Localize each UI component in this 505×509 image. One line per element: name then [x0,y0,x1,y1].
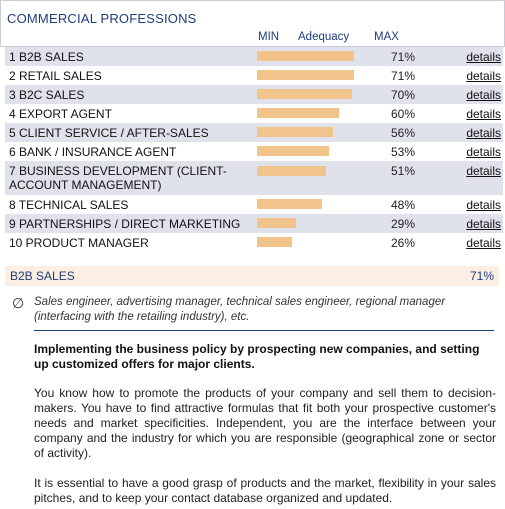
profession-description-2: It is essential to have a good grasp of … [34,476,496,505]
adequacy-percent: 71% [390,50,415,64]
professions-list: 1 B2B SALES 71% details 2 RETAIL SALES 7… [5,47,503,252]
details-link[interactable]: details [466,236,501,250]
profession-summary: Implementing the business policy by pros… [34,342,480,371]
details-link[interactable]: details [466,198,501,212]
column-header-adequacy: Adequacy [298,31,350,43]
divider [34,330,494,331]
profession-row: 3 B2C SALES 70% details [5,85,503,104]
adequacy-percent: 56% [390,126,415,140]
profession-row: 2 RETAIL SALES 71% details [5,66,503,85]
profession-name: 9 PARTNERSHIPS / DIRECT MARKETING [9,217,241,231]
selected-profession-percent: 71% [469,269,494,283]
details-link[interactable]: details [466,164,501,178]
adequacy-percent: 60% [390,107,415,121]
adequacy-bar [257,199,322,209]
adequacy-percent: 71% [390,69,415,83]
profession-name: 4 EXPORT AGENT [9,107,112,121]
profession-row: 5 CLIENT SERVICE / AFTER-SALES 56% detai… [5,123,503,142]
profession-name: 7 BUSINESS DEVELOPMENT (CLIENT-ACCOUNT M… [9,164,227,192]
professions-header: COMMERCIAL PROFESSIONS MIN Adequacy MAX [0,0,505,47]
adequacy-bar [257,127,333,137]
adequacy-bar [257,146,329,156]
column-header-max: MAX [374,31,399,43]
adequacy-bar [257,218,296,228]
details-link[interactable]: details [466,145,501,159]
adequacy-percent: 51% [390,164,415,178]
adequacy-bar [257,70,354,80]
selected-profession-name: B2B SALES [10,269,75,283]
profession-row: 6 BANK / INSURANCE AGENT 53% details [5,142,503,161]
details-link[interactable]: details [466,88,501,102]
profession-row: 7 BUSINESS DEVELOPMENT (CLIENT-ACCOUNT M… [5,161,503,195]
profession-name: 3 B2C SALES [9,88,85,102]
profession-description-1: You know how to promote the products of … [34,386,496,460]
adequacy-percent: 26% [390,236,415,250]
profession-name: 1 B2B SALES [9,50,84,64]
profession-name: 10 PRODUCT MANAGER [9,236,149,250]
profession-row: 4 EXPORT AGENT 60% details [5,104,503,123]
profession-name: 8 TECHNICAL SALES [9,198,129,212]
adequacy-bar [257,237,292,247]
adequacy-percent: 48% [390,198,415,212]
profession-row: 1 B2B SALES 71% details [5,47,503,66]
details-link[interactable]: details [466,69,501,83]
adequacy-bar [257,108,339,118]
details-link[interactable]: details [466,217,501,231]
profession-name: 6 BANK / INSURANCE AGENT [9,145,177,159]
adequacy-bar [257,51,354,61]
adequacy-percent: 29% [390,217,415,231]
related-jobs-text: Sales engineer, advertising manager, tec… [34,296,446,323]
profession-row: 8 TECHNICAL SALES 48% details [5,195,503,214]
column-header-min: MIN [258,31,280,43]
profession-name: 5 CLIENT SERVICE / AFTER-SALES [9,126,209,140]
details-link[interactable]: details [466,107,501,121]
selected-profession-bar: B2B SALES 71% [5,266,499,286]
adequacy-bar [257,166,326,176]
adequacy-percent: 70% [390,88,415,102]
profession-row: 9 PARTNERSHIPS / DIRECT MARKETING 29% de… [5,214,503,233]
empty-set-icon: ∅ [12,295,25,311]
section-title: COMMERCIAL PROFESSIONS [7,11,197,26]
adequacy-bar [257,89,352,99]
profession-row: 10 PRODUCT MANAGER 26% details [5,233,503,252]
details-link[interactable]: details [466,50,501,64]
adequacy-percent: 53% [390,145,415,159]
profession-name: 2 RETAIL SALES [9,69,102,83]
details-link[interactable]: details [466,126,501,140]
